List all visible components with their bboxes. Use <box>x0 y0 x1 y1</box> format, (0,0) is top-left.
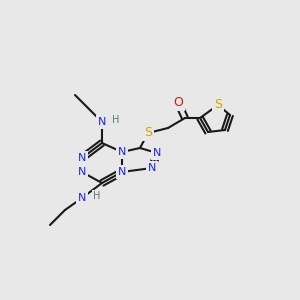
Text: N: N <box>148 163 156 173</box>
Text: H: H <box>93 191 101 201</box>
Text: N: N <box>118 147 126 157</box>
Text: N: N <box>78 153 86 163</box>
Text: N: N <box>98 117 106 127</box>
Text: H: H <box>112 115 120 125</box>
Text: S: S <box>144 127 152 140</box>
Text: N: N <box>153 148 161 158</box>
Text: N: N <box>78 193 86 203</box>
Text: N: N <box>78 167 86 177</box>
Text: O: O <box>173 97 183 110</box>
Text: N: N <box>118 167 126 177</box>
Text: S: S <box>214 98 222 112</box>
